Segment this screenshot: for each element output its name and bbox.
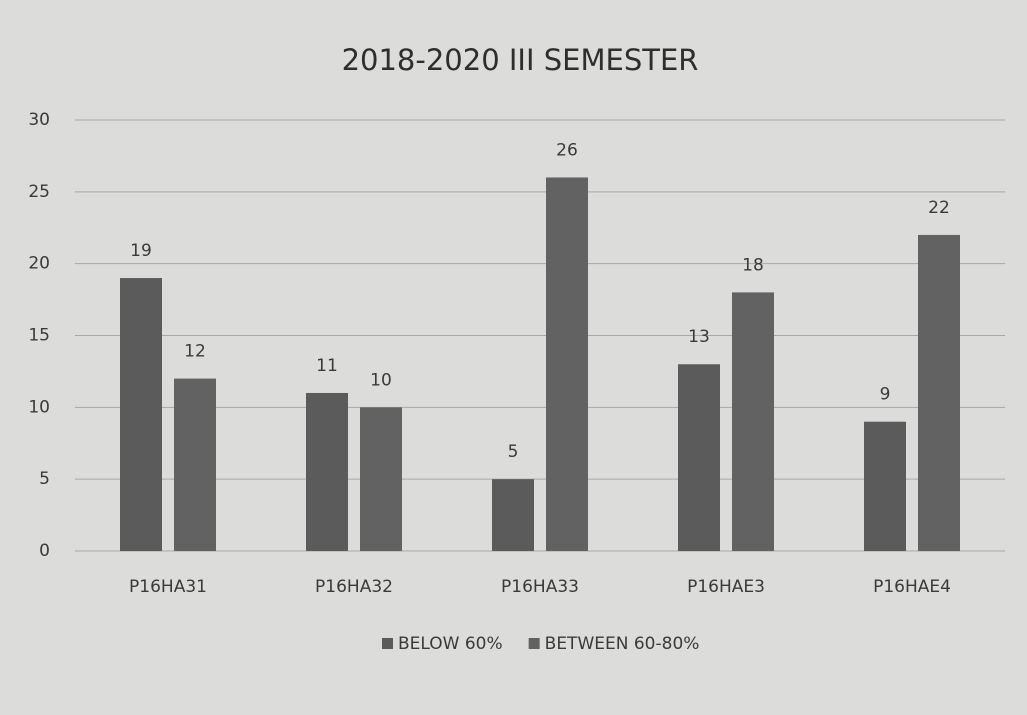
x-tick-label: P16HA32: [315, 577, 393, 597]
y-tick-label: 30: [28, 110, 50, 130]
data-label: 5: [508, 442, 519, 462]
y-tick-label: 20: [28, 254, 50, 274]
legend-swatch: [528, 638, 540, 649]
bar: [864, 421, 906, 551]
legend-swatch: [382, 638, 393, 649]
data-label: 13: [688, 327, 710, 347]
bar: [546, 177, 588, 551]
data-label: 11: [316, 356, 338, 376]
data-label: 12: [184, 342, 206, 362]
data-label: 22: [928, 198, 950, 218]
x-tick-label: P16HAE4: [873, 577, 951, 597]
x-tick-label: P16HAE3: [687, 577, 765, 597]
y-tick-label: 10: [28, 397, 50, 417]
bar: [174, 378, 216, 551]
bar: [918, 234, 960, 551]
bar: [492, 479, 534, 551]
x-tick-label: P16HA31: [129, 577, 207, 597]
bar: [732, 292, 774, 551]
bar: [678, 364, 720, 551]
data-label: 10: [370, 370, 392, 390]
data-label: 19: [130, 241, 152, 261]
chart-title: 2018-2020 III SEMESTER: [342, 43, 699, 77]
x-tick-label: P16HA33: [501, 577, 579, 597]
legend-label: BELOW 60%: [398, 634, 503, 654]
y-tick-label: 15: [28, 326, 50, 346]
legend-label: BETWEEN 60-80%: [545, 634, 700, 654]
bar: [360, 407, 402, 551]
y-tick-label: 0: [39, 541, 50, 561]
data-label: 18: [742, 255, 764, 275]
y-tick-label: 25: [28, 182, 50, 202]
bar: [306, 392, 348, 551]
bar: [120, 278, 162, 551]
data-label: 26: [556, 140, 578, 160]
data-label: 9: [880, 385, 891, 405]
y-tick-label: 5: [39, 469, 50, 489]
